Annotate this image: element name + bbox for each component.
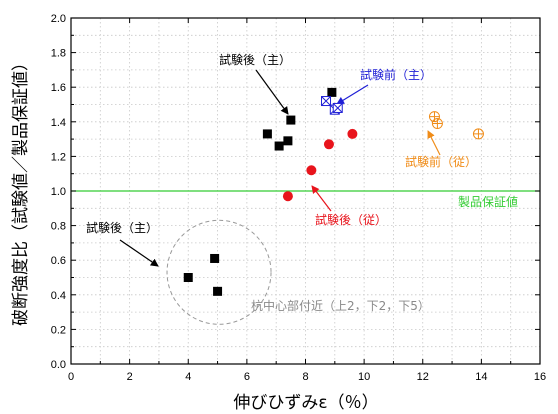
x-axis-title: 伸びひずみε（％） [233,393,378,413]
data-point-square [213,286,223,296]
y-tick-label: 0.8 [51,221,66,233]
data-point-square [283,136,293,146]
y-tick-label: 0.4 [51,290,66,302]
annotation-arrows [119,69,441,267]
pile-center-circle [166,219,272,325]
y-axis-title: 破断強度比（試験値／製品保証値） [11,54,31,326]
annotation-arrow [427,130,441,156]
x-tick-label: 4 [185,371,191,383]
x-tick-label: 0 [68,371,74,383]
data-point-circle [323,139,334,150]
y-tick-label: 0.2 [51,324,66,336]
x-tick-label: 10 [358,371,370,383]
x-tick-label: 12 [417,371,429,383]
marker-plus [432,118,443,129]
data-point-square [262,129,272,139]
data-point-circle-plus [472,128,484,140]
y-tick-label: 0.6 [51,255,66,267]
y-tick-label: 0.0 [51,359,66,371]
annotation-arrow [255,69,289,115]
axis-ticks: 0 2 4 6 8 10 12 14 16 0.0 0.2 0.4 0.6 0.8 1.0 1.2 1.4 1.6… [51,13,546,383]
marker-cross [332,103,343,113]
y-tick-label: 2.0 [51,13,66,25]
x-tick-label: 8 [302,371,308,383]
reference-line-label: 製品保証値 [458,194,518,209]
x-tick-label: 6 [244,371,250,383]
y-tick-label: 1.8 [51,48,66,60]
annotation-label: 試験後（従） [315,212,387,227]
annotation-label: 試験前（主） [360,67,432,82]
y-tick-label: 1.2 [51,151,66,163]
data-point-square-x [332,102,343,113]
annotation-label: 試験後（主） [86,220,158,235]
annotation-label: 試験前（従） [405,154,477,169]
data-point-circle-plus [431,118,443,130]
annotation-arrow [119,239,159,267]
data-point-square-x [321,96,332,107]
annotation-label: 杭中心部付近（上2，下2，下5） [251,298,430,313]
pile-center-circle-group [166,219,272,325]
data-point-circle [282,191,293,202]
data-point-square [286,115,296,125]
annotation-arrow [311,185,332,212]
annotation-labels: 試験後（主） 試験前（主） 試験前（従） 試験後（従） 試験後（主） 杭中心部付近（上2，… [86,52,477,313]
x-tick-label: 16 [534,371,546,383]
data-points [183,87,484,296]
data-point-square [183,273,193,282]
data-point-circle [347,128,358,139]
y-tick-label: 1.0 [51,186,66,198]
reference-line-group: 製品保証値 [71,190,540,209]
x-tick-label: 2 [127,371,133,383]
marker-plus [473,128,484,139]
data-point-square [274,141,284,151]
data-point-circle [306,165,317,176]
y-tick-label: 1.4 [51,117,66,129]
annotation-arrow [336,84,369,105]
marker-cross [321,96,331,106]
data-point-square [327,87,337,97]
x-tick-label: 14 [475,371,487,383]
y-tick-label: 1.6 [51,82,66,94]
annotation-label: 試験後（主） [219,52,291,67]
data-point-square [210,253,220,263]
